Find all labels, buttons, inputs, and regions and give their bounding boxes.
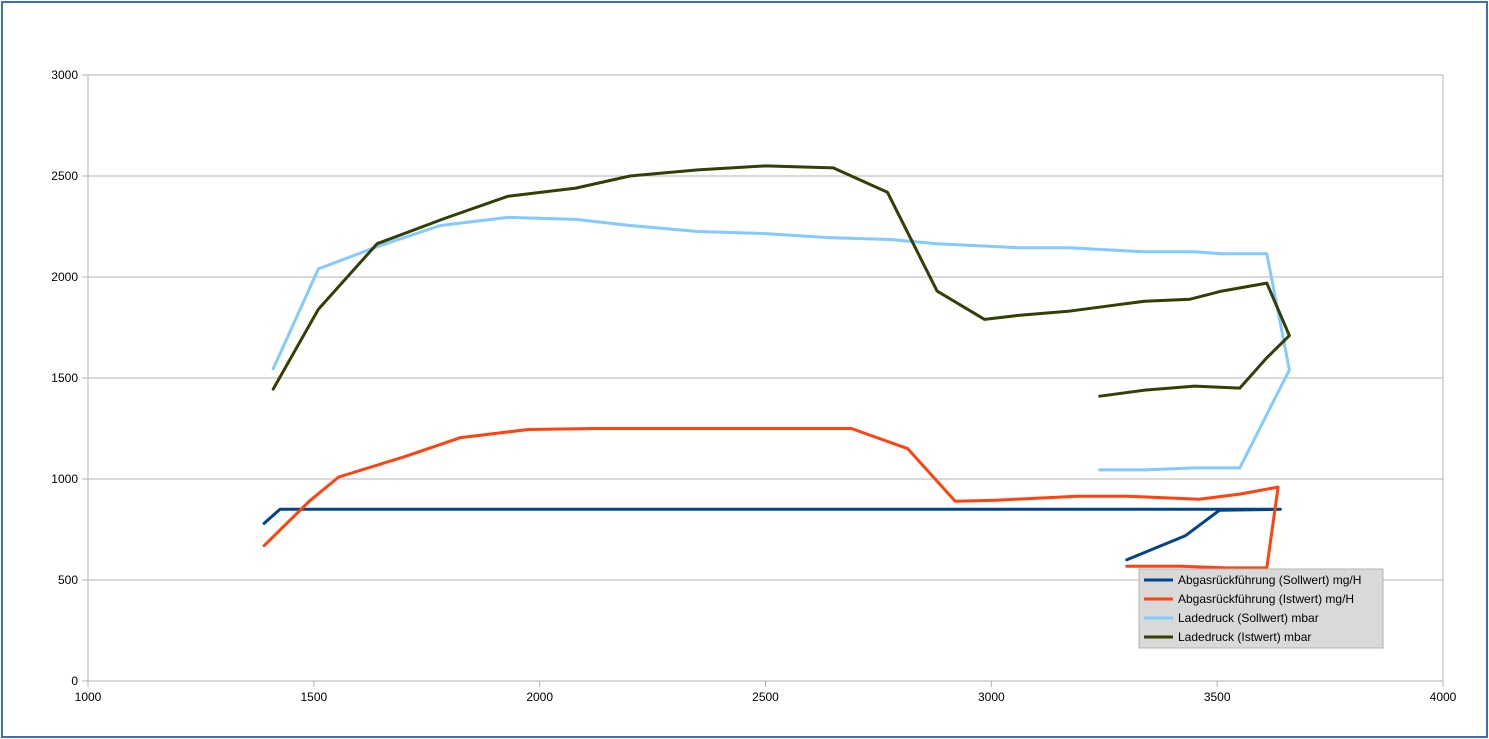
y-tick-label: 0 <box>71 674 78 688</box>
legend-box <box>1138 568 1384 649</box>
legend-label: Ladedruck (Istwert) mbar <box>1178 630 1311 644</box>
y-tick-labels: 0 500 1000 1500 2000 2500 3000 <box>51 68 78 688</box>
axes <box>82 74 1444 687</box>
plot-area <box>87 74 1444 682</box>
series-line-2 <box>271 215 1291 472</box>
series-line-1 <box>262 427 1280 570</box>
x-tick-label: 3500 <box>1204 690 1231 704</box>
x-tick-label: 1500 <box>300 690 327 704</box>
x-tick-label: 2000 <box>526 690 553 704</box>
y-tick-label: 2000 <box>51 270 78 284</box>
legend-label: Abgasrückführung (Istwert) mg/H <box>1178 592 1354 606</box>
y-tick-label: 1500 <box>51 371 78 385</box>
y-tick-label: 500 <box>58 573 78 587</box>
x-tick-label: 4000 <box>1430 690 1457 704</box>
x-tick-labels: 1000 1500 2000 2500 3000 3500 4000 <box>75 690 1457 704</box>
series-lines <box>262 164 1291 570</box>
y-tick-label: 1000 <box>51 472 78 486</box>
y-tick-label: 3000 <box>51 68 78 82</box>
x-tick-label: 1000 <box>75 690 102 704</box>
legend: Abgasrückführung (Sollwert) mg/H Abgasrüc… <box>1138 568 1384 649</box>
legend-label: Ladedruck (Sollwert) mbar <box>1178 611 1319 625</box>
x-tick-label: 3000 <box>978 690 1005 704</box>
x-tick-label: 2500 <box>752 690 779 704</box>
series-line-3 <box>271 164 1291 398</box>
legend-label: Abgasrückführung (Sollwert) mg/H <box>1178 573 1361 587</box>
series-line-0 <box>262 507 1282 562</box>
y-tick-label: 2500 <box>51 169 78 183</box>
